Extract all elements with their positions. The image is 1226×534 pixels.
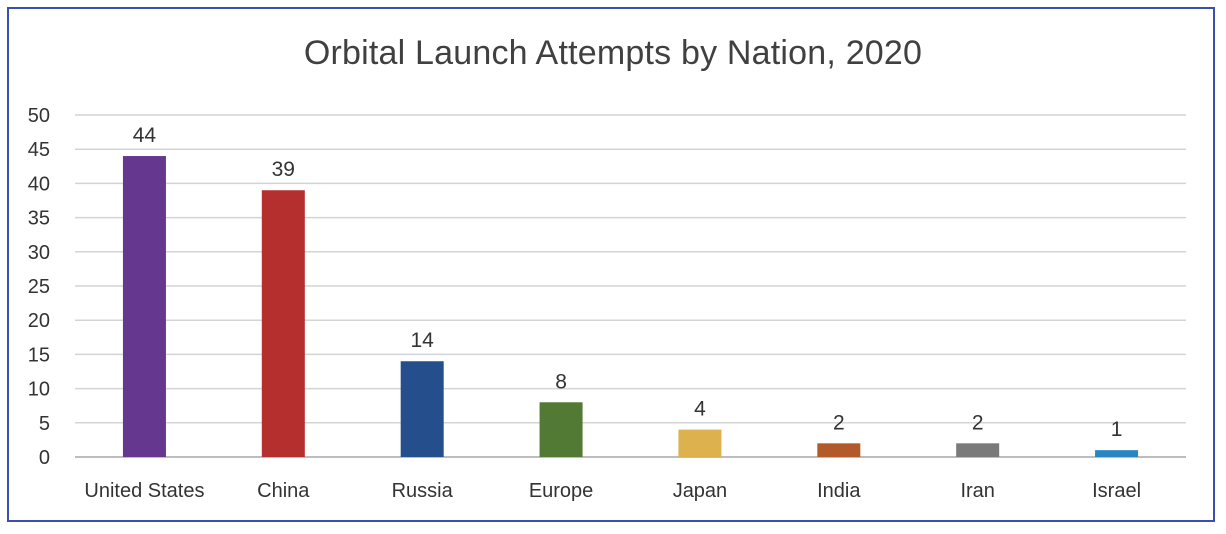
bars [122,156,1139,458]
y-tick-label: 45 [28,139,50,161]
data-label: 14 [411,329,435,352]
x-category-label: Japan [673,480,728,502]
x-axis-categories: United States China Russia Europe Japan India… [84,480,1141,502]
data-label: 44 [133,124,157,147]
y-tick-label: 10 [28,379,50,401]
y-tick-label: 40 [28,173,50,195]
y-axis-ticks: 0 5 10 15 20 25 30 35 40 45 50 [28,105,50,469]
data-label: 39 [272,158,295,181]
x-category-label: India [817,480,861,502]
bar [400,361,444,457]
y-tick-label: 25 [28,276,50,298]
data-labels: 44 39 14 8 4 2 2 1 [133,124,1123,441]
chart-frame [7,7,1215,522]
data-label: 2 [833,411,845,434]
bar [956,443,1000,457]
x-category-label: China [257,480,310,502]
x-category-label: Europe [529,480,594,502]
y-tick-label: 35 [28,208,50,230]
y-tick-label: 15 [28,344,50,366]
data-label: 1 [1111,418,1123,441]
chart-title: Orbital Launch Attempts by Nation, 2020 [303,34,923,72]
y-tick-label: 30 [28,242,50,264]
data-label: 4 [694,398,706,421]
bar [1095,450,1139,457]
data-label: 8 [555,370,567,393]
bar [261,190,305,458]
gridlines [75,114,1186,458]
data-label: 2 [972,411,984,434]
y-tick-label: 50 [28,105,50,127]
x-category-label: Israel [1092,480,1141,502]
bar [122,156,166,458]
x-category-label: Iran [960,480,994,502]
y-tick-label: 0 [39,447,50,469]
y-tick-label: 5 [39,413,50,435]
bar [817,443,861,457]
bar [539,402,583,457]
x-category-label: Russia [392,480,454,502]
y-tick-label: 20 [28,310,50,332]
bar [678,429,722,457]
x-category-label: United States [84,480,204,502]
